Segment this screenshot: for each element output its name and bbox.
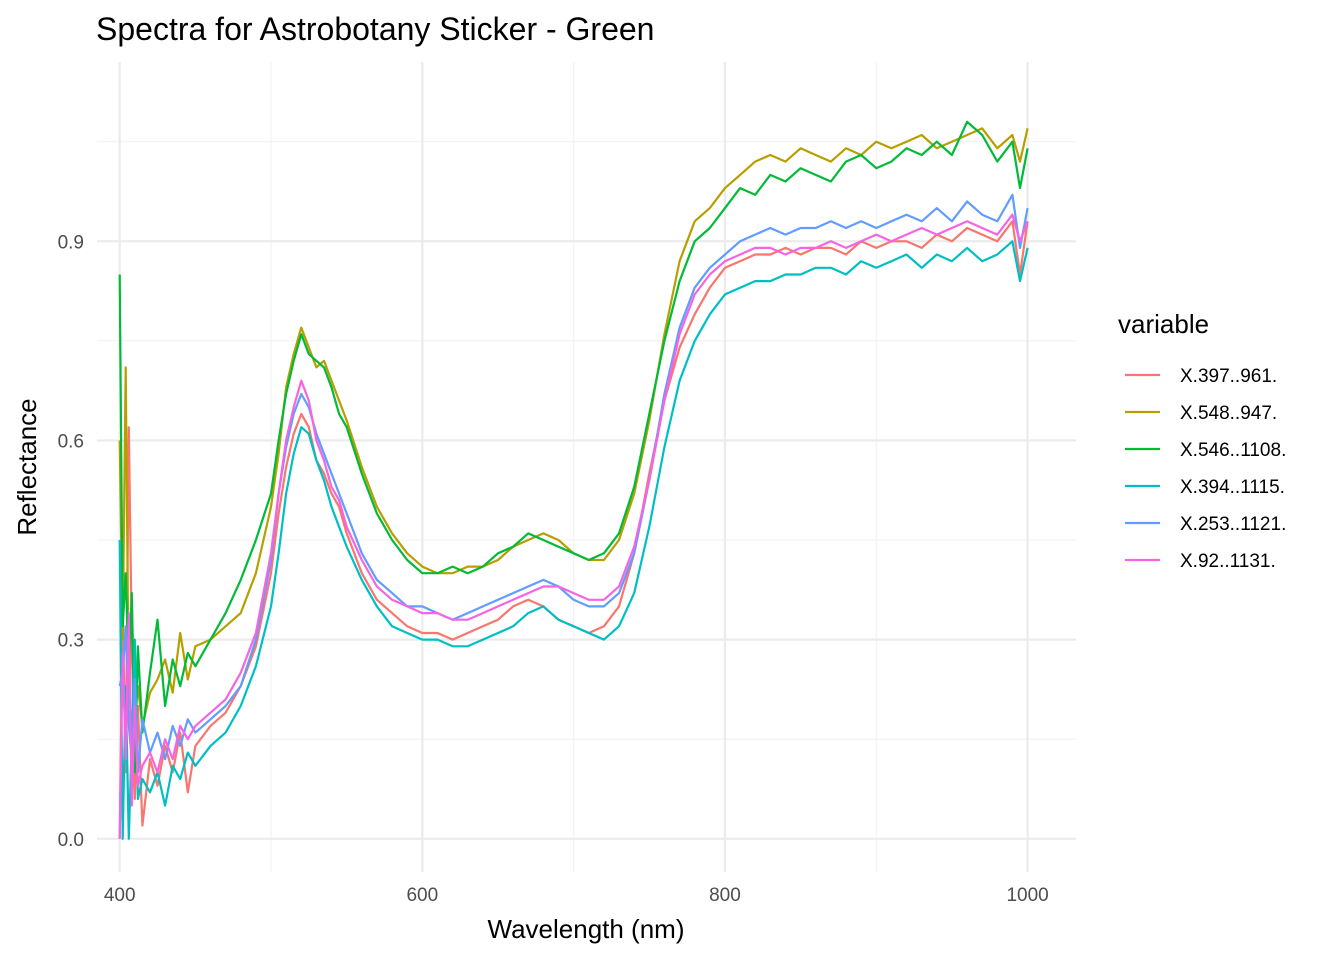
legend-items: X.397..961. X.548..947. X.546..1108. X.394.… xyxy=(1125,366,1286,572)
series-line-2 xyxy=(118,127,1029,727)
legend-item: X.92..1131. xyxy=(1125,551,1276,572)
x-axis-title: Wavelength (nm) xyxy=(488,914,685,944)
legend-item: X.394..1115. xyxy=(1125,477,1285,498)
legend-label: X.397..961. xyxy=(1180,366,1277,387)
y-tick-label: 0.9 xyxy=(58,232,84,253)
legend-item: X.546..1108. xyxy=(1125,440,1286,461)
chart-title: Spectra for Astrobotany Sticker - Green xyxy=(96,11,654,47)
legend-item: X.253..1121. xyxy=(1125,514,1286,535)
axis-tick-labels: 400 600 800 1000 0.0 0.3 0.6 0.9 xyxy=(58,232,1049,906)
legend-label: X.92..1131. xyxy=(1180,551,1276,572)
legend-item: X.397..961. xyxy=(1125,366,1277,387)
legend-label: X.253..1121. xyxy=(1180,514,1286,535)
y-tick-label: 0.3 xyxy=(58,631,84,652)
y-tick-label: 0.0 xyxy=(58,830,84,851)
legend-title: variable xyxy=(1118,309,1209,339)
x-tick-label: 600 xyxy=(406,885,438,906)
series-line-6 xyxy=(118,213,1029,839)
y-tick-label: 0.6 xyxy=(58,431,84,452)
series-line-3 xyxy=(118,120,1029,774)
legend-label: X.548..947. xyxy=(1180,403,1277,424)
legend-label: X.394..1115. xyxy=(1180,477,1285,498)
series-lines xyxy=(118,120,1029,840)
series-line-4 xyxy=(118,240,1029,840)
x-tick-label: 800 xyxy=(709,885,741,906)
x-tick-label: 400 xyxy=(104,885,136,906)
y-axis-title: Reflectance xyxy=(12,398,42,535)
grid-lines xyxy=(97,62,1076,872)
legend-label: X.546..1108. xyxy=(1180,440,1286,461)
legend-item: X.548..947. xyxy=(1125,403,1277,424)
legend: variable X.397..961. X.548..947. X.546..11… xyxy=(1118,309,1286,572)
x-tick-label: 1000 xyxy=(1006,885,1048,906)
